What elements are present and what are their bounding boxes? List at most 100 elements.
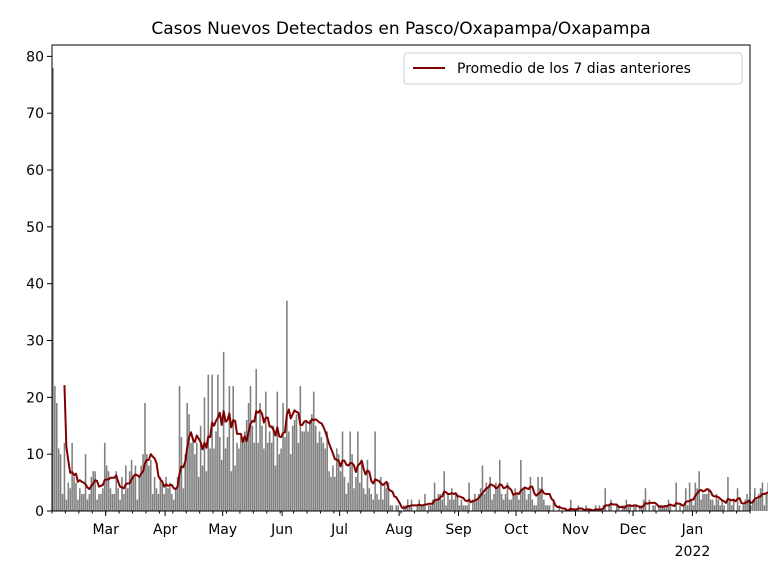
daily-case-bar [761, 482, 764, 511]
daily-case-bar [543, 499, 545, 511]
daily-case-bar [226, 437, 229, 511]
daily-case-bar [629, 505, 631, 511]
daily-case-bar [309, 420, 311, 511]
daily-case-bar [449, 499, 451, 511]
daily-case-bar [408, 505, 411, 511]
daily-case-bar [474, 493, 476, 511]
daily-case-bar [57, 448, 60, 511]
daily-case-bar [380, 476, 382, 511]
daily-case-bar [98, 493, 100, 511]
daily-case-bar [688, 482, 691, 511]
daily-case-bar [757, 493, 760, 511]
daily-case-bar [727, 476, 729, 511]
daily-case-bar [130, 459, 133, 511]
daily-case-bar [702, 493, 704, 511]
daily-case-bar [335, 448, 338, 511]
daily-case-bar [69, 488, 71, 511]
daily-case-bar [161, 482, 164, 511]
daily-case-bar [149, 459, 152, 511]
daily-case-bar [510, 499, 513, 511]
daily-case-bar [330, 476, 332, 511]
daily-case-bar [696, 488, 699, 511]
daily-case-bar [211, 374, 213, 511]
daily-case-bar [458, 505, 461, 511]
daily-case-bar [301, 431, 304, 511]
legend-label: Promedio de los 7 dias anteriores [457, 61, 691, 77]
daily-case-bar [293, 420, 296, 511]
daily-case-bar [284, 437, 286, 511]
daily-case-bar [516, 493, 518, 511]
daily-case-bar [174, 488, 177, 511]
daily-case-bar [431, 499, 434, 511]
daily-case-bar [195, 442, 198, 511]
daily-case-bar [303, 431, 305, 511]
daily-case-bar [546, 505, 549, 511]
daily-case-bar [738, 505, 741, 511]
daily-case-bar [157, 493, 160, 511]
daily-case-bar [67, 482, 70, 511]
daily-case-bar [497, 488, 499, 511]
daily-case-bar [358, 482, 361, 511]
daily-case-bar [485, 482, 488, 511]
daily-case-bar [383, 482, 386, 511]
daily-case-bar [648, 499, 651, 511]
x-axis: Mar Apr May Jun Jul Aug Sep Oct Nov Dec Jan 2022 [51, 511, 751, 560]
daily-case-bar [598, 505, 601, 511]
daily-case-bar [504, 493, 507, 511]
x-tick-label: Mar [92, 522, 119, 538]
daily-case-bar [460, 499, 463, 511]
daily-case-bar [297, 442, 300, 511]
daily-case-bar [763, 505, 766, 511]
daily-case-bar [121, 476, 123, 511]
daily-case-bar [243, 431, 246, 511]
daily-case-bar [128, 471, 131, 511]
plot-frame [51, 44, 751, 512]
legend-box [403, 52, 743, 85]
daily-case-bar [172, 499, 175, 511]
daily-case-bar [654, 505, 656, 511]
daily-case-bar [259, 403, 261, 511]
daily-case-bar [472, 499, 474, 511]
daily-case-bar [750, 505, 752, 511]
daily-case-bar [326, 431, 328, 511]
daily-case-bar [523, 488, 526, 511]
daily-case-bar [155, 488, 158, 511]
daily-case-bar [439, 493, 442, 511]
daily-case-bar [194, 454, 196, 511]
daily-case-bar [144, 403, 146, 511]
y-tick-label: 50 [26, 220, 44, 236]
daily-case-bar [234, 465, 236, 511]
daily-case-bar [203, 397, 206, 511]
daily-case-bar [151, 493, 154, 511]
daily-case-bar [366, 459, 369, 511]
x-tick-label: Oct [504, 522, 529, 538]
daily-case-bar [71, 442, 73, 511]
daily-case-bar [236, 442, 238, 511]
daily-case-bar [278, 454, 281, 511]
daily-case-bar [136, 499, 139, 511]
daily-case-bar [723, 505, 725, 511]
daily-case-bar [257, 442, 259, 511]
daily-case-bar [669, 505, 672, 511]
daily-case-bar [683, 505, 685, 511]
daily-case-bar [111, 493, 114, 511]
daily-case-bar [481, 465, 484, 511]
daily-case-bar [213, 448, 215, 511]
daily-case-bar [117, 488, 119, 511]
daily-case-bar [462, 505, 465, 511]
daily-case-bar [531, 499, 534, 511]
daily-case-bar [219, 437, 221, 511]
daily-case-bar [341, 431, 344, 511]
daily-case-bar [479, 488, 482, 511]
daily-case-bar [132, 476, 135, 511]
daily-case-bar [247, 403, 250, 511]
daily-case-bar [429, 505, 432, 511]
daily-case-bar [276, 391, 279, 511]
daily-case-bar [364, 493, 367, 511]
daily-case-bar [552, 499, 555, 511]
x-tick-label: Jan [681, 522, 704, 538]
daily-case-bar [103, 442, 106, 511]
daily-case-bar [88, 493, 91, 511]
daily-case-bar [312, 391, 315, 511]
